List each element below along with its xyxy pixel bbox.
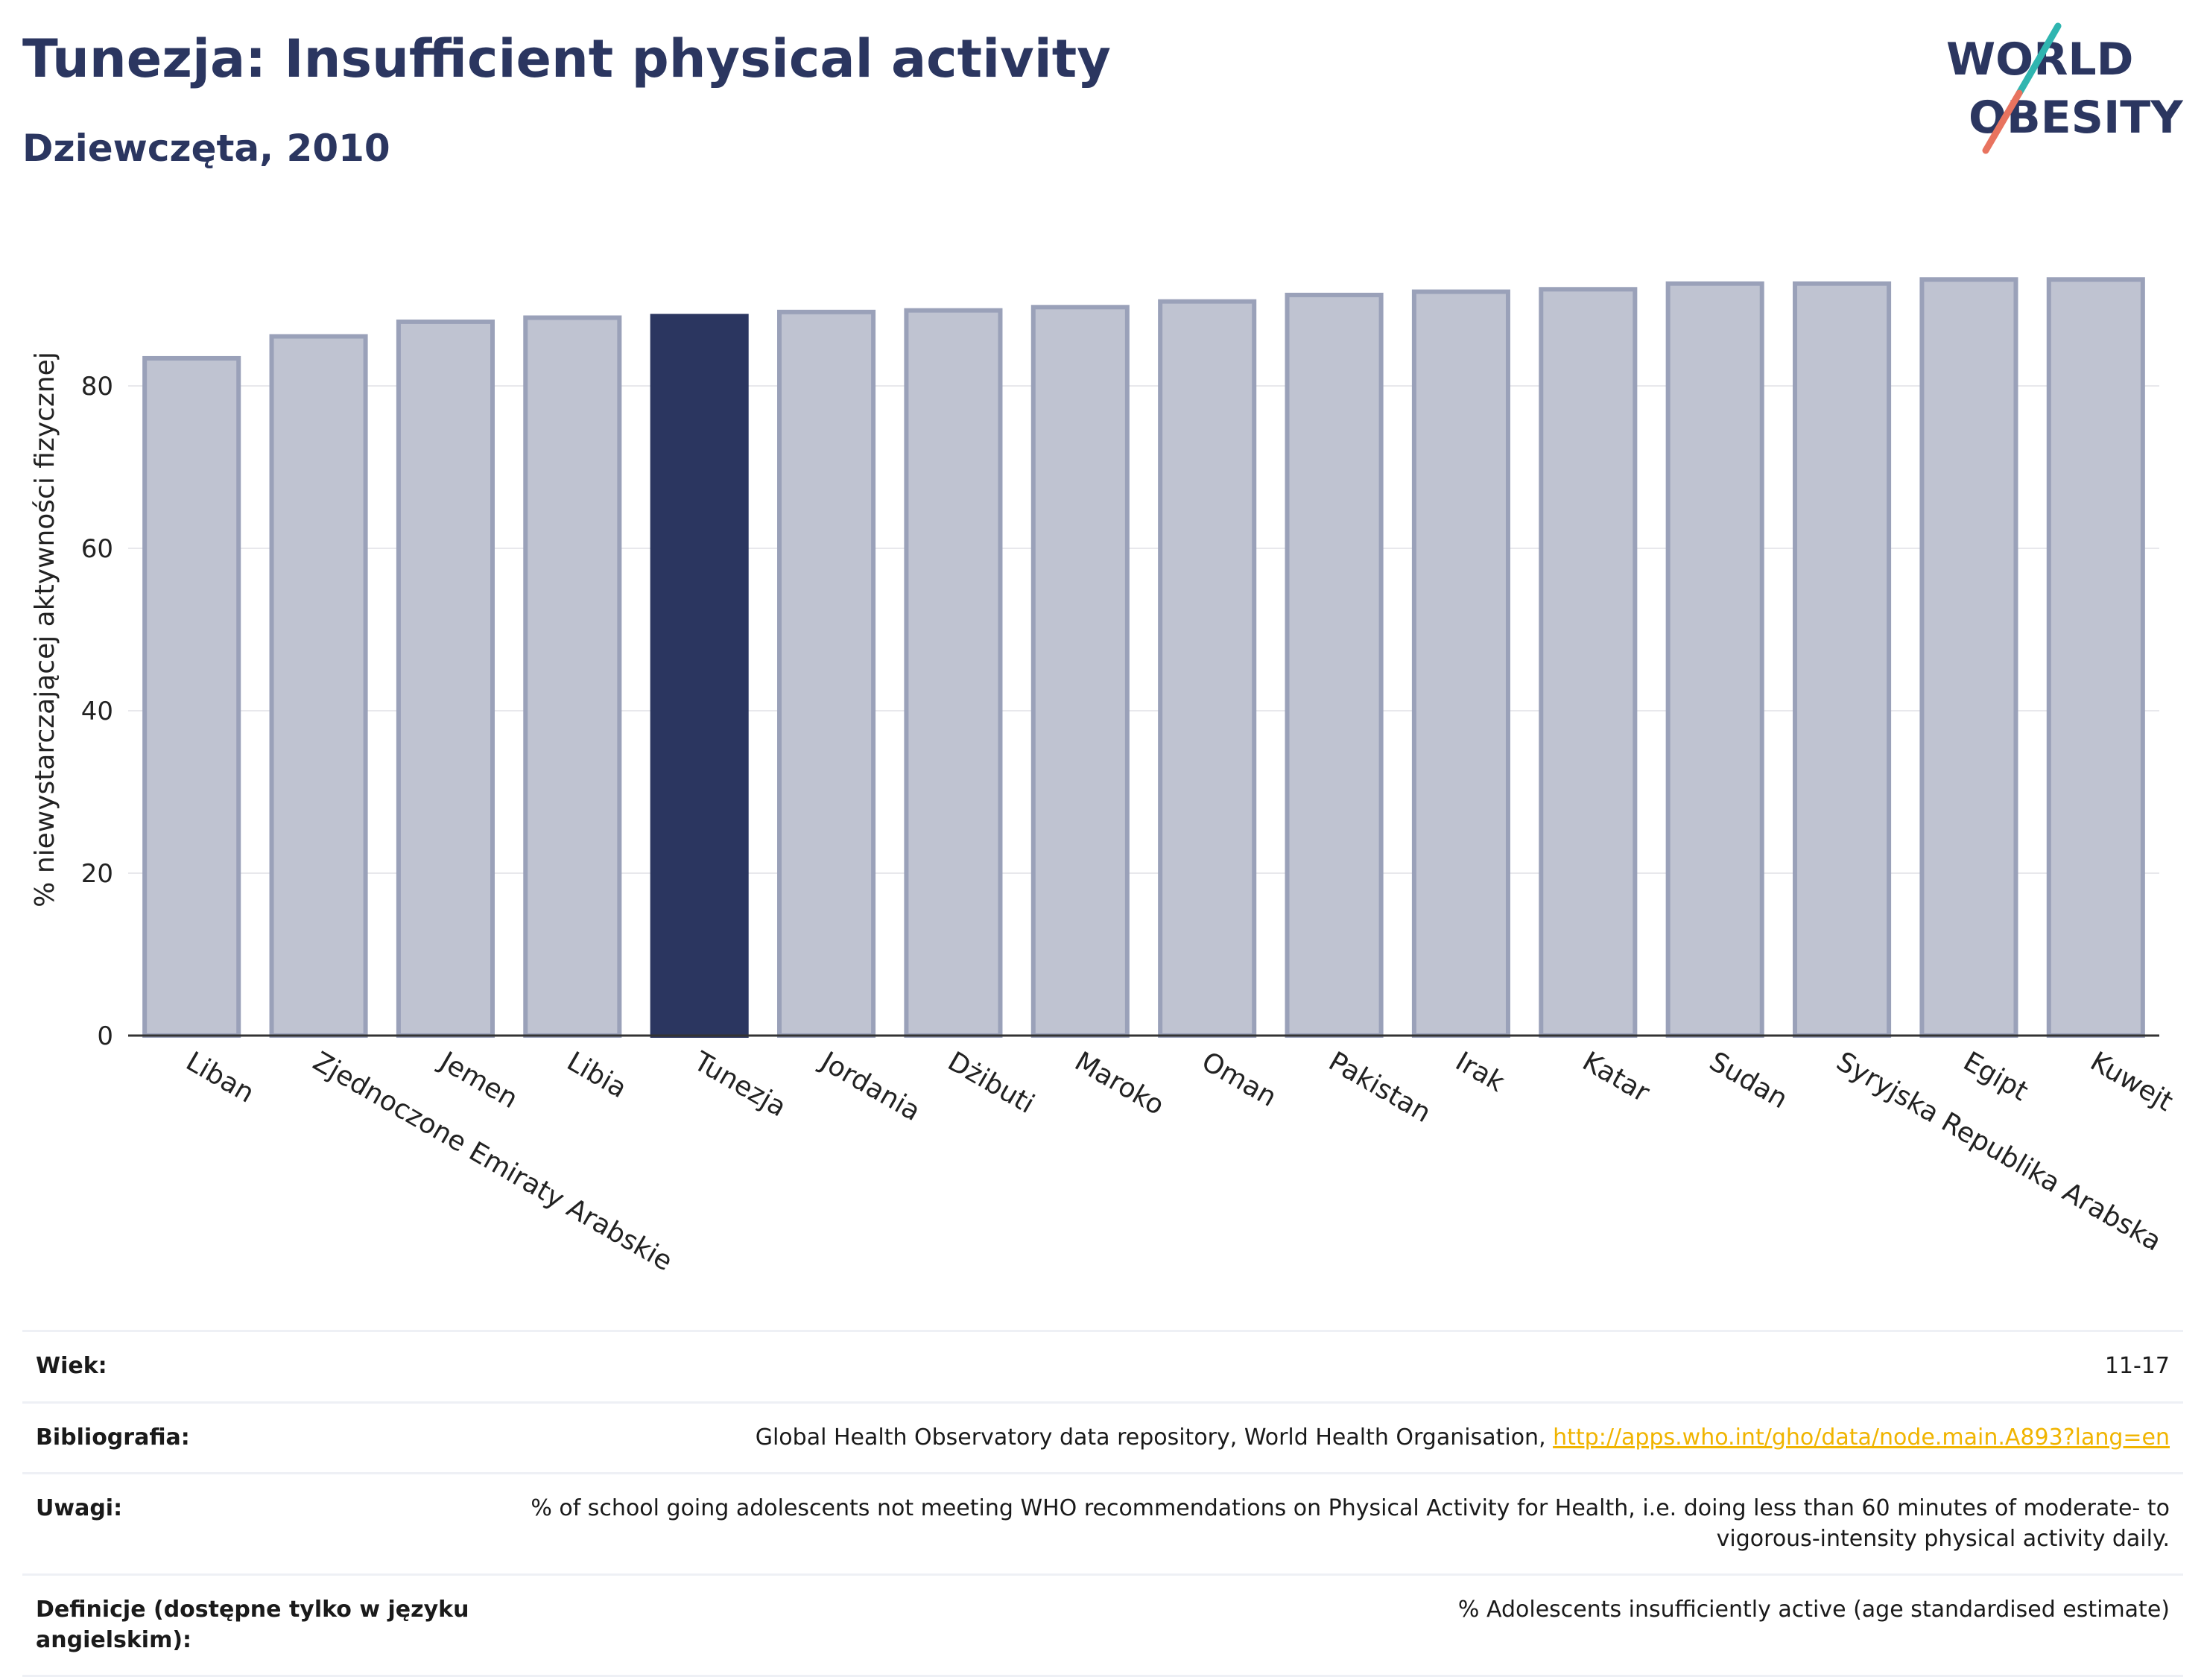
bar (269, 334, 368, 1038)
world-obesity-logo: WORLD OBESITY (1946, 22, 2184, 154)
y-tick-label: 60 (81, 534, 113, 564)
logo-teal-slash (2015, 22, 2062, 97)
bar (650, 314, 749, 1038)
chart-subtitle: Dziewczęta, 2010 (22, 127, 390, 170)
bibliography-text: Global Health Observatory data repositor… (755, 1424, 1554, 1451)
definitions-label: Definicje (dostępne tylko w języku angie… (22, 1573, 511, 1677)
info-row-bibliography: Bibliografia: Global Health Observatory … (22, 1401, 2183, 1474)
notes-label: Uwagi: (22, 1472, 511, 1576)
bar (904, 308, 1003, 1038)
x-tick-label: Jemen (434, 1045, 523, 1115)
age-label: Wiek: (22, 1330, 511, 1404)
bar (1793, 281, 1892, 1039)
bar (1158, 299, 1257, 1038)
bar (1919, 277, 2018, 1038)
x-tick-label: Oman (1197, 1046, 1282, 1113)
info-row-age: Wiek: 11-17 (22, 1330, 2183, 1404)
bar (1411, 289, 1510, 1038)
info-row-notes: Uwagi: % of school going adolescents not… (22, 1472, 2183, 1576)
notes-value: % of school going adolescents not meetin… (511, 1472, 2183, 1576)
y-tick-label: 20 (81, 859, 113, 889)
bar (2046, 277, 2145, 1038)
x-tick-label: Katar (1577, 1046, 1655, 1109)
x-tick-label: Dżibuti (943, 1046, 1039, 1120)
y-axis-title: % niewystarczającej aktywności fizycznej (30, 352, 60, 907)
bibliography-label: Bibliografia: (22, 1401, 511, 1474)
logo-coral-slash (1982, 89, 2023, 154)
bar (1539, 287, 1638, 1039)
x-tick-label: Irak (1450, 1046, 1510, 1098)
x-tick-label: Liban (181, 1046, 259, 1109)
bar (396, 319, 495, 1038)
age-value: 11-17 (511, 1330, 2183, 1404)
x-tick-label: Egipt (1958, 1046, 2033, 1107)
x-tick-label: Pakistan (1323, 1046, 1436, 1129)
chart-title: Tunezja: Insufficient physical activity (22, 28, 1111, 89)
info-table: Wiek: 11-17 Bibliografia: Global Health … (22, 1330, 2183, 1677)
x-tick-label: Kuwejt (2085, 1046, 2178, 1118)
definitions-value: % Adolescents insufficiently active (age… (511, 1573, 2183, 1677)
y-tick-label: 0 (97, 1021, 113, 1051)
x-tick-label: Libia (562, 1046, 632, 1104)
bar (142, 355, 241, 1038)
y-tick-label: 80 (81, 372, 113, 402)
bar (1285, 292, 1384, 1039)
y-tick-label: 40 (81, 697, 113, 726)
x-tick-label: Sudan (1704, 1046, 1793, 1115)
bar (1030, 305, 1130, 1038)
bar (523, 315, 622, 1038)
x-tick-label: Tunezja (688, 1046, 791, 1123)
x-tick-label: Maroko (1069, 1046, 1169, 1121)
bibliography-value: Global Health Observatory data repositor… (511, 1401, 2183, 1474)
x-tick-label: Jordania (814, 1045, 925, 1127)
bar (777, 309, 876, 1038)
info-row-definitions: Definicje (dostępne tylko w języku angie… (22, 1573, 2183, 1677)
bar (1665, 281, 1764, 1039)
bibliography-link[interactable]: http://apps.who.int/gho/data/node.main.A… (1553, 1424, 2170, 1451)
